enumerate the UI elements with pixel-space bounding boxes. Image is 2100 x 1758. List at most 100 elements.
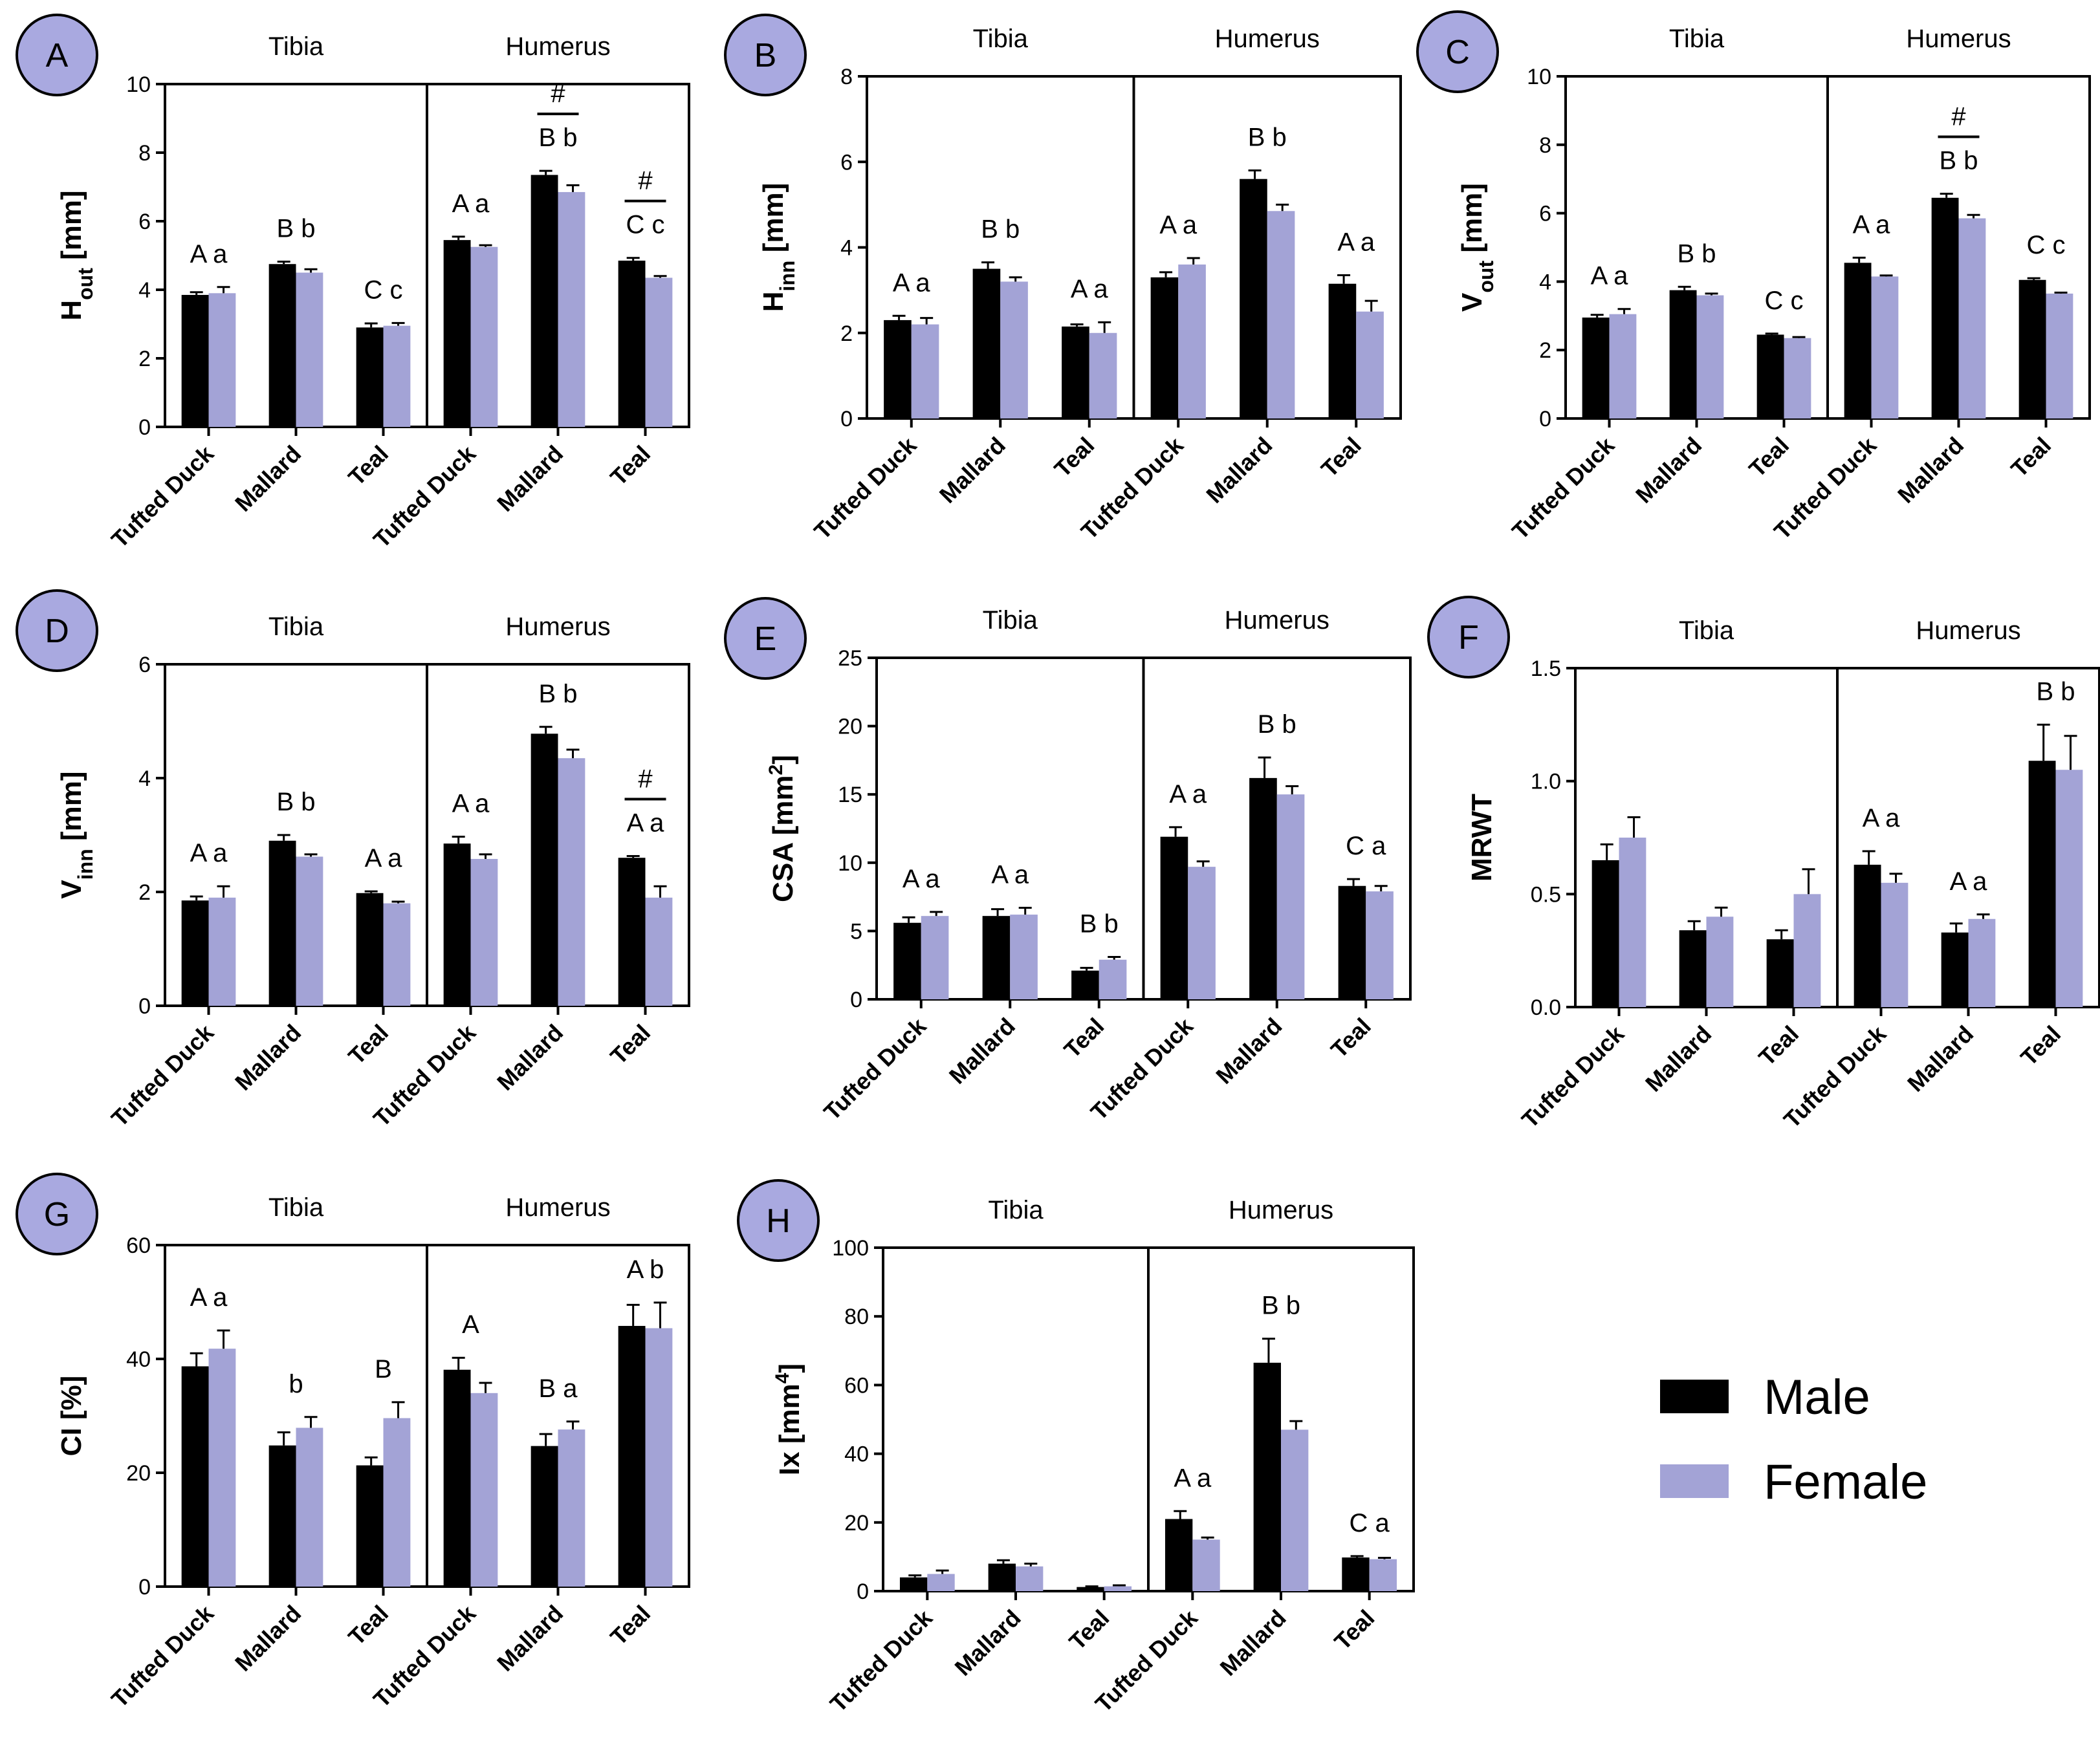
panel-badge-label: D bbox=[45, 613, 69, 650]
bar-male bbox=[530, 733, 558, 1006]
x-category-label: Teal bbox=[605, 1600, 655, 1651]
y-tick-label: 60 bbox=[844, 1373, 869, 1398]
bar-male bbox=[443, 843, 471, 1006]
x-category-label: Mallard bbox=[1892, 432, 1969, 508]
y-tick-label: 8 bbox=[840, 65, 853, 89]
significance-letters: B b bbox=[981, 215, 1020, 244]
legend-female-swatch bbox=[1660, 1464, 1729, 1498]
y-tick-label: 0 bbox=[138, 415, 151, 440]
panel-B: B Tibia Humerus 0 2 4 6 8 Hinn [mm] Tufted Duck A … bbox=[724, 14, 1402, 545]
y-axis-label: Vout [mm] bbox=[1456, 183, 1498, 312]
y-tick-label: 1.5 bbox=[1531, 657, 1561, 681]
y-tick-label: 0 bbox=[850, 988, 862, 1012]
y-axis-label: Hinn [mm] bbox=[758, 183, 799, 312]
bar-male bbox=[1253, 1362, 1281, 1591]
y-tick-label: 100 bbox=[832, 1236, 869, 1261]
panel-G: G Tibia Humerus 0 20 40 60 CI [%] Tufted Duck A a… bbox=[16, 1173, 690, 1713]
bar-female bbox=[1696, 295, 1724, 418]
significance-letters: B b bbox=[276, 788, 315, 816]
significance-letters: A bbox=[462, 1310, 479, 1339]
group-label: Tibia bbox=[268, 1193, 324, 1222]
significance-letters: A a bbox=[902, 865, 941, 893]
bar-female bbox=[558, 1429, 585, 1587]
panel-F: F Tibia Humerus 0.0 0.5 1.0 1.5 MRWT Tufted Duck… bbox=[1427, 596, 2100, 1133]
bar-male bbox=[618, 1325, 646, 1587]
bar-male bbox=[982, 916, 1011, 999]
bar-male bbox=[1591, 860, 1619, 1007]
x-category-label: Teal bbox=[605, 440, 655, 491]
y-axis-label: Hout [mm] bbox=[56, 190, 97, 320]
bar-female bbox=[1369, 1559, 1397, 1591]
x-category-label: Mallard bbox=[230, 1019, 306, 1096]
significance-letters: A a bbox=[1863, 804, 1901, 832]
y-tick-label: 6 bbox=[138, 653, 151, 677]
bar-female bbox=[1871, 276, 1899, 418]
bar-female bbox=[1968, 918, 1996, 1007]
y-tick-label: 10 bbox=[1527, 65, 1551, 89]
bar-male bbox=[268, 1445, 296, 1587]
bar-male bbox=[1071, 970, 1099, 999]
y-tick-label: 5 bbox=[850, 919, 862, 944]
significance-hash: # bbox=[1951, 102, 1966, 131]
significance-letters: A a bbox=[893, 268, 931, 297]
significance-letters: B b bbox=[1080, 910, 1119, 939]
x-category-label: Mallard bbox=[950, 1605, 1026, 1681]
panel-badge bbox=[16, 589, 98, 672]
x-category-label: Teal bbox=[1049, 432, 1099, 483]
panel-A: A Tibia Humerus 0 2 4 6 8 10 Hout [mm] Tufted Duck… bbox=[16, 14, 690, 553]
y-tick-label: 20 bbox=[126, 1461, 151, 1486]
panel-badge bbox=[1427, 596, 1510, 678]
bar-female bbox=[208, 1349, 236, 1587]
group-label: Tibia bbox=[1679, 616, 1734, 645]
significance-letters: b bbox=[289, 1370, 303, 1398]
x-category-label: Teal bbox=[343, 1019, 393, 1070]
y-tick-label: 10 bbox=[838, 851, 862, 876]
x-category-label: Teal bbox=[1326, 1013, 1376, 1063]
y-tick-label: 25 bbox=[838, 646, 862, 671]
bar-male bbox=[2028, 761, 2056, 1007]
x-category-label: Teal bbox=[343, 440, 393, 491]
bar-female bbox=[1881, 882, 1909, 1007]
significance-letters: B b bbox=[1258, 710, 1296, 739]
bar-female bbox=[470, 858, 498, 1006]
bar-female bbox=[208, 293, 236, 427]
bar-male bbox=[884, 320, 912, 418]
group-label: Humerus bbox=[1215, 25, 1320, 53]
bar-male bbox=[443, 1369, 471, 1587]
panel-badge bbox=[16, 14, 98, 96]
y-tick-label: 8 bbox=[138, 141, 151, 166]
bar-male bbox=[181, 900, 209, 1006]
bar-male bbox=[899, 1577, 928, 1591]
bar-male bbox=[181, 1366, 209, 1587]
y-tick-label: 4 bbox=[1539, 270, 1551, 294]
group-label: Humerus bbox=[505, 32, 610, 61]
x-category-label: Tufted Duck bbox=[809, 431, 922, 545]
bar-male bbox=[1338, 885, 1366, 999]
panel-badge-label: H bbox=[766, 1202, 791, 1240]
bar-male bbox=[1160, 836, 1188, 999]
group-label: Humerus bbox=[505, 613, 610, 641]
significance-letters: C c bbox=[1765, 287, 1804, 315]
bar-male bbox=[1582, 317, 1610, 418]
bar-female bbox=[1619, 838, 1646, 1007]
significance-letters: B b bbox=[1939, 146, 1978, 175]
bar-male bbox=[530, 175, 558, 427]
significance-letters: A a bbox=[452, 790, 490, 818]
x-category-label: Tufted Duck bbox=[825, 1604, 938, 1717]
legend-male-label: Male bbox=[1764, 1370, 1870, 1425]
y-tick-label: 6 bbox=[138, 210, 151, 234]
group-label: Humerus bbox=[1916, 616, 2020, 645]
bar-male bbox=[1931, 197, 1959, 418]
x-category-label: Mallard bbox=[1640, 1021, 1716, 1097]
panel-badge-label: C bbox=[1445, 34, 1470, 71]
x-category-label: Tufted Duck bbox=[106, 1600, 219, 1713]
bar-female bbox=[1281, 1429, 1309, 1591]
x-category-label: Tufted Duck bbox=[106, 440, 219, 553]
y-tick-label: 4 bbox=[840, 236, 853, 261]
bar-male bbox=[1150, 277, 1179, 418]
significance-letters: A a bbox=[1591, 262, 1629, 290]
bar-male bbox=[1342, 1557, 1370, 1591]
panel-badge-label: B bbox=[754, 37, 777, 74]
significance-letters: B b bbox=[2036, 677, 2075, 706]
